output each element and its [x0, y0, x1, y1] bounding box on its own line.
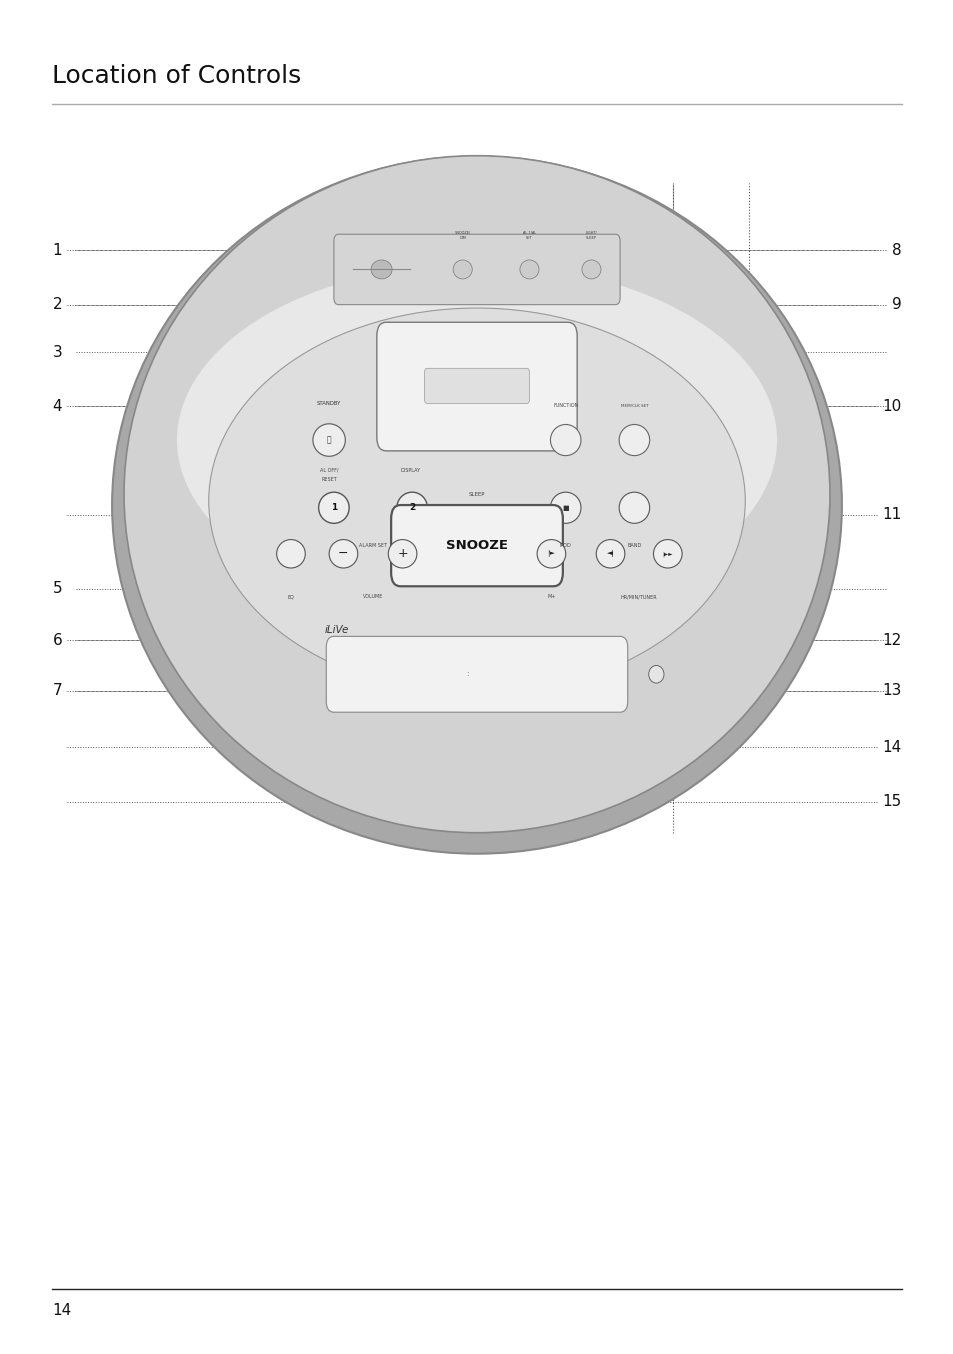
Text: SNOOZE/
DIM: SNOOZE/ DIM: [455, 232, 470, 240]
FancyBboxPatch shape: [326, 636, 627, 712]
Text: 13: 13: [882, 682, 901, 699]
Ellipse shape: [177, 264, 776, 616]
Ellipse shape: [396, 492, 427, 523]
Ellipse shape: [276, 539, 305, 569]
Text: +: +: [396, 547, 408, 561]
Ellipse shape: [124, 156, 829, 833]
Text: ◄|: ◄|: [606, 550, 614, 558]
Text: 1: 1: [52, 242, 62, 259]
Text: 2: 2: [409, 504, 415, 512]
Text: STANDBY: STANDBY: [316, 401, 341, 406]
Ellipse shape: [550, 424, 580, 455]
Text: MEM/CLK SET: MEM/CLK SET: [619, 403, 648, 408]
Text: 4: 4: [52, 398, 62, 414]
Text: FUNCTION: FUNCTION: [553, 402, 578, 408]
Text: 3: 3: [52, 344, 62, 360]
Text: DISPLAY: DISPLAY: [399, 467, 420, 473]
Ellipse shape: [453, 260, 472, 279]
Text: :: :: [466, 672, 468, 677]
Ellipse shape: [550, 492, 580, 523]
Text: LIGHT/
SLEEP: LIGHT/ SLEEP: [585, 232, 597, 240]
Ellipse shape: [318, 492, 349, 523]
Text: 14: 14: [52, 1303, 71, 1317]
FancyBboxPatch shape: [334, 234, 619, 305]
Text: VOLUME: VOLUME: [362, 594, 383, 600]
Text: 2: 2: [52, 297, 62, 313]
Text: M+: M+: [547, 594, 555, 600]
Text: 10: 10: [882, 398, 901, 414]
Text: |►►: |►►: [661, 551, 673, 556]
Text: 8: 8: [891, 242, 901, 259]
Text: 7: 7: [52, 682, 62, 699]
Text: iPOD: iPOD: [559, 543, 571, 548]
Text: SLEEP: SLEEP: [468, 492, 485, 497]
Ellipse shape: [388, 539, 416, 569]
Text: −: −: [337, 547, 349, 561]
FancyBboxPatch shape: [376, 322, 577, 451]
Ellipse shape: [581, 260, 600, 279]
Text: HR/MIN/TUNER: HR/MIN/TUNER: [620, 594, 657, 600]
Ellipse shape: [519, 260, 538, 279]
Text: AL 1/AL
SET: AL 1/AL SET: [522, 232, 536, 240]
Text: ALARM SET: ALARM SET: [358, 543, 387, 548]
FancyBboxPatch shape: [424, 368, 529, 403]
Text: 6: 6: [52, 632, 62, 649]
Text: ■: ■: [562, 505, 568, 510]
Text: 9: 9: [891, 297, 901, 313]
Ellipse shape: [313, 424, 345, 456]
Text: iLiVe: iLiVe: [324, 624, 349, 635]
Ellipse shape: [596, 539, 624, 569]
Text: |►: |►: [547, 550, 555, 558]
Text: SNOOZE: SNOOZE: [446, 539, 507, 552]
Text: RESET: RESET: [321, 477, 336, 482]
Text: 12: 12: [882, 632, 901, 649]
Ellipse shape: [618, 492, 649, 523]
Text: 1: 1: [331, 504, 336, 512]
Ellipse shape: [371, 260, 392, 279]
Ellipse shape: [112, 156, 841, 854]
Text: 11: 11: [882, 506, 901, 523]
Ellipse shape: [648, 665, 663, 682]
Text: BAND: BAND: [627, 543, 640, 548]
Ellipse shape: [329, 539, 357, 569]
Text: 14: 14: [882, 739, 901, 756]
FancyBboxPatch shape: [391, 505, 562, 586]
Ellipse shape: [618, 424, 649, 455]
Text: Location of Controls: Location of Controls: [52, 64, 301, 88]
Ellipse shape: [653, 539, 681, 569]
Ellipse shape: [537, 539, 565, 569]
Text: 15: 15: [882, 793, 901, 810]
Text: 5: 5: [52, 581, 62, 597]
Text: ⏻: ⏻: [327, 436, 331, 444]
Ellipse shape: [209, 309, 744, 693]
Text: AL OFF/: AL OFF/: [319, 467, 338, 473]
Text: EQ: EQ: [287, 594, 294, 600]
